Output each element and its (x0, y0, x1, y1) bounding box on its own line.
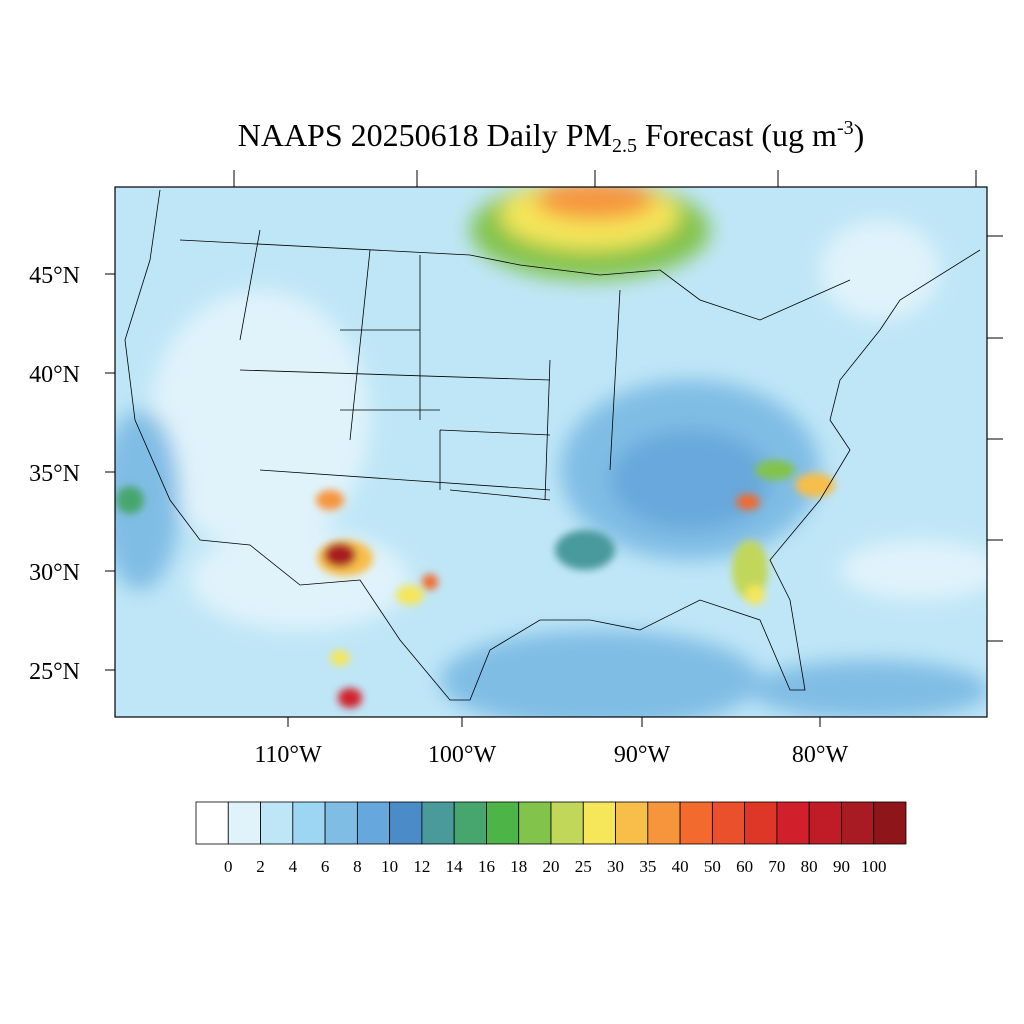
colorbar-label: 8 (353, 857, 362, 876)
colorbar-label: 40 (672, 857, 689, 876)
colorbar-swatch (324, 801, 358, 845)
colorbar-swatch (356, 801, 391, 845)
map-frame (114, 186, 988, 718)
colorbar-swatch (260, 801, 294, 845)
colorbar-swatch (550, 801, 584, 845)
colorbar-label: 10 (381, 857, 398, 876)
colorbar-swatch (389, 801, 423, 845)
lat-label: 35°N (29, 461, 80, 487)
colorbar-swatch (486, 801, 520, 845)
title-superscript: -3 (837, 117, 854, 139)
colorbar-label: 20 (543, 857, 560, 876)
lon-label: 80°W (792, 742, 849, 768)
colorbar-label: 0 (224, 857, 233, 876)
lat-label: 40°N (29, 362, 80, 388)
colorbar-swatch (776, 801, 810, 845)
colorbar-swatch (711, 801, 746, 845)
title-after: Forecast (ug m (637, 117, 837, 153)
colorbar-swatch (679, 801, 713, 845)
colorbar-label: 35 (639, 857, 656, 876)
lon-label: 110°W (254, 742, 322, 768)
colorbar-swatch (647, 801, 681, 845)
colorbar-label: 2 (256, 857, 265, 876)
colorbar-label: 30 (607, 857, 624, 876)
colorbar-swatch (421, 801, 455, 845)
colorbar-swatch (195, 801, 229, 845)
colorbar-label: 50 (704, 857, 721, 876)
colorbar: 0 2 4 6 8 10 12 14 16 18 20 25 30 35 40 50 60 70 80 90 100 (195, 801, 907, 876)
lat-label: 25°N (29, 659, 80, 685)
colorbar-swatch (873, 801, 907, 845)
colorbar-swatch (227, 801, 261, 845)
title: NAAPS 20250618 Daily PM2.5 Forecast (ug … (238, 117, 865, 157)
colorbar-swatch (841, 801, 875, 845)
lat-label: 45°N (29, 263, 80, 289)
colorbar-label: 16 (478, 857, 495, 876)
colorbar-label: 6 (321, 857, 330, 876)
colorbar-label: 80 (801, 857, 818, 876)
colorbar-swatch (292, 801, 326, 845)
colorbar-swatch (615, 801, 649, 845)
colorbar-label: 18 (510, 857, 527, 876)
colorbar-swatch (744, 801, 778, 845)
title-main: NAAPS 20250618 Daily PM (238, 117, 612, 153)
colorbar-label: 90 (833, 857, 850, 876)
colorbar-swatch (808, 801, 842, 845)
title-subscript: 2.5 (612, 135, 637, 157)
lon-label: 100°W (428, 742, 497, 768)
lat-label: 30°N (29, 560, 80, 586)
colorbar-label: 60 (736, 857, 753, 876)
colorbar-label: 70 (768, 857, 785, 876)
title-end: ) (854, 117, 865, 153)
colorbar-label: 12 (413, 857, 430, 876)
colorbar-label: 25 (575, 857, 592, 876)
colorbar-label: 4 (289, 857, 298, 876)
map-axes: 45°N 40°N 35°N 30°N 25°N 110°W 100°W 90°W 80°W (29, 170, 1003, 768)
colorbar-swatch (453, 801, 487, 845)
map-field (115, 187, 987, 717)
colorbar-label: 14 (446, 857, 464, 876)
colorbar-label: 100 (861, 857, 887, 876)
colorbar-swatch (518, 801, 552, 845)
lon-label: 90°W (614, 742, 671, 768)
colorbar-swatch (582, 801, 616, 845)
